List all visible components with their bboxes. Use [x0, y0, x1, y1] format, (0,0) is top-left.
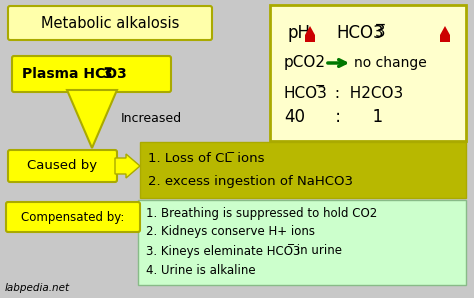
Text: Compensated by:: Compensated by:: [21, 210, 125, 224]
Text: :  H2CO3: : H2CO3: [330, 86, 403, 100]
Text: 4. Urine is alkaline: 4. Urine is alkaline: [146, 263, 255, 277]
Bar: [140, 142, 466, 198]
Bar: [440, 35, 450, 42]
Text: Increased: Increased: [121, 113, 182, 125]
Text: pCO2: pCO2: [284, 55, 326, 71]
Text: pH: pH: [288, 24, 311, 42]
Text: HCO3: HCO3: [284, 86, 328, 100]
FancyBboxPatch shape: [270, 5, 466, 141]
FancyBboxPatch shape: [12, 56, 171, 92]
Text: ̅ in urine: ̅ in urine: [294, 244, 343, 257]
Polygon shape: [305, 26, 315, 35]
FancyBboxPatch shape: [6, 202, 140, 232]
Polygon shape: [115, 154, 140, 178]
Text: no change: no change: [354, 56, 427, 70]
Polygon shape: [67, 90, 117, 148]
Text: labpedia.net: labpedia.net: [5, 283, 70, 293]
Text: 3. Kineys eleminate HCO3: 3. Kineys eleminate HCO3: [146, 244, 301, 257]
FancyBboxPatch shape: [8, 150, 117, 182]
Text: Caused by: Caused by: [27, 159, 98, 173]
Text: 1. Loss of CL: 1. Loss of CL: [148, 151, 232, 164]
Text: 1. Breathing is suppressed to hold CO2: 1. Breathing is suppressed to hold CO2: [146, 207, 377, 220]
Bar: [138, 200, 466, 285]
Text: ̅ ions: ̅ ions: [234, 151, 265, 164]
Text: 3̅: 3̅: [375, 23, 386, 41]
Text: :      1: : 1: [330, 108, 383, 126]
Text: 2. excess ingestion of NaHCO3: 2. excess ingestion of NaHCO3: [148, 176, 353, 189]
Bar: [305, 35, 315, 42]
Text: Plasma HCO3: Plasma HCO3: [22, 67, 127, 81]
Text: Metabolic alkalosis: Metabolic alkalosis: [41, 15, 179, 30]
Text: 40: 40: [284, 108, 305, 126]
Text: 2. Kidneys conserve H+ ions: 2. Kidneys conserve H+ ions: [146, 226, 315, 238]
Text: HCO3: HCO3: [336, 24, 383, 42]
FancyBboxPatch shape: [8, 6, 212, 40]
Text: 3̅: 3̅: [102, 67, 111, 81]
Polygon shape: [440, 26, 450, 35]
